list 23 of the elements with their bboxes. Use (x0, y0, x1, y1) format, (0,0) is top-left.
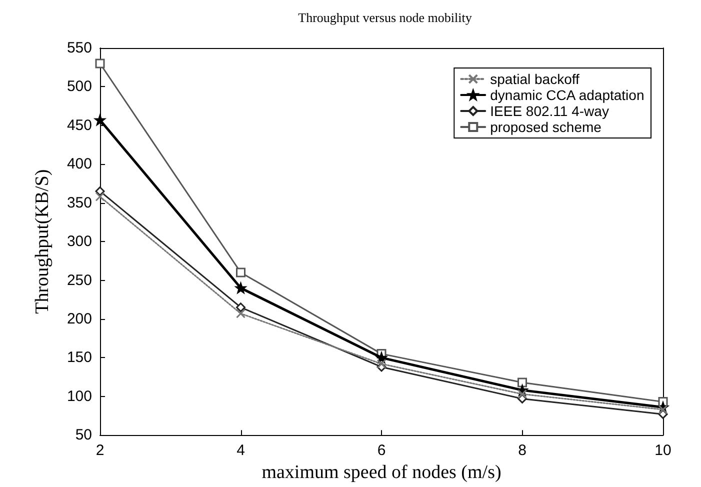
y-tick-label: 150 (66, 349, 92, 366)
y-tick-label: 50 (75, 426, 92, 444)
y-tick-label: 450 (66, 116, 92, 134)
legend-label: IEEE 802.11 4-way (490, 103, 609, 119)
x-tick-label: 2 (96, 442, 104, 460)
y-tick-label: 550 (66, 40, 92, 56)
x-tick-label: 10 (654, 442, 672, 460)
x-tick-label: 4 (236, 442, 245, 460)
y-tick-label: 300 (66, 233, 92, 250)
y-tick-label: 200 (66, 310, 92, 328)
legend-label: dynamic CCA adaptation (490, 87, 644, 103)
y-tick-label: 350 (66, 194, 92, 212)
chart-title: Throughput versus node mobility (298, 10, 472, 25)
legend-label: spatial backoff (490, 71, 580, 87)
y-tick-label: 250 (66, 272, 92, 289)
y-axis-title: Throughput(KB/S) (32, 169, 53, 314)
legend-label: proposed scheme (490, 119, 602, 135)
x-tick-label: 8 (518, 442, 526, 460)
y-tick-label: 400 (66, 156, 92, 173)
x-axis-title: maximum speed of nodes (m/s) (262, 462, 502, 483)
y-tick-label: 100 (66, 388, 92, 405)
y-tick-label: 500 (66, 78, 92, 96)
x-tick-label: 6 (377, 442, 386, 460)
